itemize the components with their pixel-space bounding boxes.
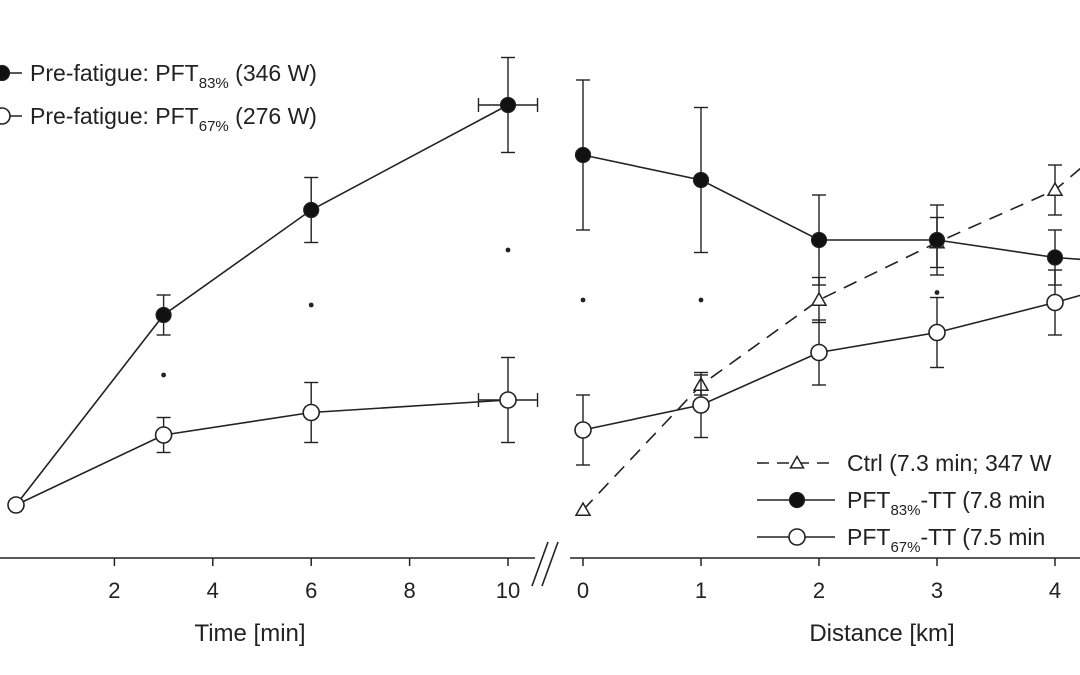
- legend-marker: [0, 64, 11, 82]
- panel-right: 0 1 2 3 4 Distance [km] Ctrl (7.3 min; 347 W PF…: [574, 79, 1080, 647]
- panel-left: 2 4 6 8 10 Time [min] Pre-fatigue: PFT83% (346…: [0, 56, 539, 647]
- legend-label: PFT83%-TT (7.8 min: [847, 487, 1045, 519]
- axis-break-mark: [541, 541, 559, 587]
- legend-marker: [0, 107, 11, 125]
- legend-label-main: PFT: [847, 524, 890, 550]
- data-point-open-circle: [1046, 293, 1064, 312]
- data-point-filled-circle: [928, 231, 946, 249]
- axis-break-mark: [531, 541, 549, 587]
- significance-marker: [698, 297, 704, 303]
- x-tick-label: 6: [305, 578, 317, 603]
- significance-marker: [934, 290, 940, 295]
- data-point-filled-circle: [574, 146, 592, 164]
- data-point-open-circle: [499, 391, 517, 409]
- data-point-open-triangle: [1046, 181, 1064, 196]
- legend-label-tail: -TT (7.8 min: [920, 487, 1045, 513]
- significance-marker: [308, 302, 314, 308]
- series-line: [582, 167, 1080, 511]
- legend-marker: [789, 454, 805, 469]
- legend-marker: [788, 491, 806, 509]
- legend-entry: PFT67%-TT (7.5 min: [757, 524, 1045, 556]
- legend-label-tail: (346 W): [229, 60, 317, 86]
- data-point-open-circle: [154, 426, 173, 444]
- legend-entry: Pre-fatigue: PFT67% (276 W): [0, 103, 317, 135]
- x-tick-label: 8: [403, 578, 415, 603]
- significance-marker: [580, 297, 586, 303]
- data-point-filled-circle: [810, 231, 828, 249]
- legend-label-main: Pre-fatigue: PFT: [30, 103, 199, 129]
- data-point-filled-circle: [303, 201, 320, 219]
- significance-marker: [505, 247, 511, 253]
- data-point-open-circle: [302, 403, 321, 422]
- legend-label: Pre-fatigue: PFT67% (276 W): [30, 103, 317, 135]
- legend-label-subscript: 67%: [199, 118, 229, 135]
- x-tick-label: 3: [931, 578, 943, 603]
- legend-label-main: Ctrl (7.3 min; 347 W: [847, 450, 1052, 476]
- data-point-filled-circle: [499, 96, 517, 114]
- data-point-open-circle: [810, 343, 828, 362]
- series-filled-circle: [574, 79, 1080, 286]
- legend-label-subscript: 83%: [890, 502, 920, 519]
- legend-entry: Ctrl (7.3 min; 347 W: [757, 450, 1052, 476]
- legend-label-main: Pre-fatigue: PFT: [30, 60, 199, 86]
- data-point-open-circle: [7, 496, 25, 514]
- x-tick-label: 2: [813, 578, 825, 603]
- legend-label: PFT67%-TT (7.5 min: [847, 524, 1045, 556]
- x-tick-label: 0: [577, 578, 589, 603]
- legend-label-subscript: 83%: [199, 75, 229, 92]
- series-line: [582, 294, 1080, 431]
- data-point-open-circle: [574, 421, 592, 439]
- series-line: [582, 154, 1080, 261]
- series-line: [15, 399, 509, 506]
- data-point-filled-circle: [692, 171, 710, 189]
- x-axis-title: Time [min]: [194, 620, 305, 647]
- x-tick-label: 4: [1049, 578, 1061, 603]
- x-axis-title: Distance [km]: [809, 620, 954, 647]
- legend-label-subscript: 67%: [890, 539, 920, 556]
- legend-entry: Pre-fatigue: PFT83% (346 W): [0, 60, 317, 92]
- series-open-circle: [7, 356, 539, 514]
- significance-marker: [161, 372, 167, 378]
- legend-label: Pre-fatigue: PFT83% (346 W): [30, 60, 317, 92]
- series-open-circle: [574, 269, 1080, 466]
- data-point-open-triangle: [810, 291, 828, 306]
- legend-entry: PFT83%-TT (7.8 min: [757, 487, 1045, 519]
- data-point-filled-circle: [155, 306, 172, 324]
- legend-label: Ctrl (7.3 min; 347 W: [847, 450, 1052, 476]
- x-tick-label: 2: [108, 578, 120, 603]
- series-line: [15, 104, 509, 506]
- x-tick-label: 4: [207, 578, 219, 603]
- data-point-open-triangle: [574, 501, 592, 516]
- legend-label-main: PFT: [847, 487, 890, 513]
- data-point-open-circle: [692, 396, 710, 414]
- x-tick-label: 10: [496, 578, 520, 603]
- legend-label-tail: (276 W): [229, 103, 317, 129]
- x-tick-label: 1: [695, 578, 707, 603]
- legend-marker: [788, 528, 806, 546]
- data-point-open-circle: [928, 323, 946, 342]
- legend-label-tail: -TT (7.5 min: [920, 524, 1045, 550]
- data-point-filled-circle: [1046, 249, 1064, 266]
